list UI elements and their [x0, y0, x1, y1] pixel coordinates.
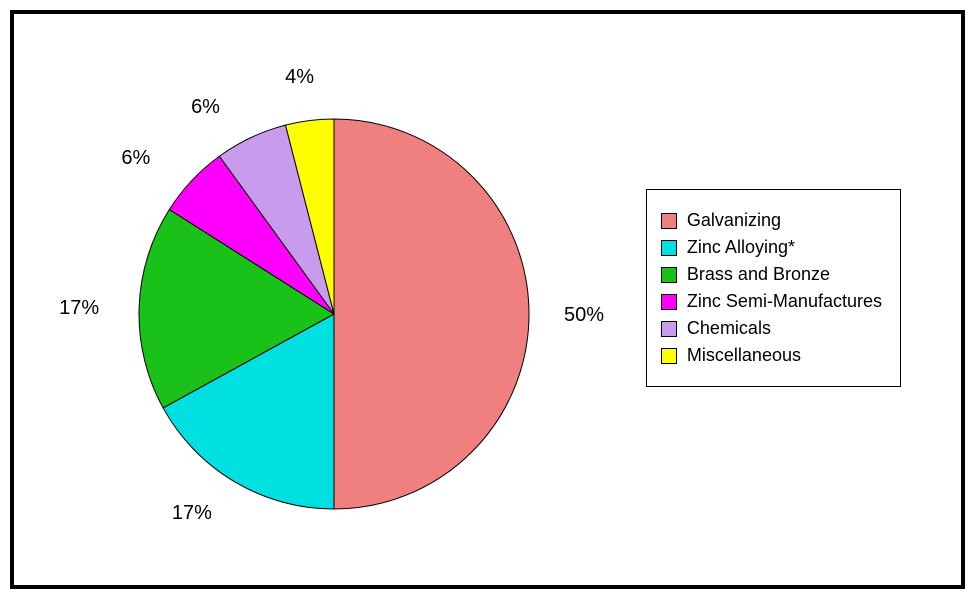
slice-label: 50% [564, 304, 604, 327]
legend-swatch [661, 213, 677, 229]
legend-swatch [661, 294, 677, 310]
legend-swatch [661, 240, 677, 256]
legend-item: Miscellaneous [661, 345, 882, 366]
chart-frame: 50% 17% 17% 6% 6% 4% Galvanizing Zinc Alloying… [10, 10, 965, 589]
legend-label: Zinc Semi-Manufactures [687, 291, 882, 312]
pie-slice [334, 119, 529, 509]
legend-item: Brass and Bronze [661, 264, 882, 285]
slice-label: 17% [59, 297, 99, 320]
slice-label: 6% [121, 147, 150, 170]
slice-label: 17% [172, 502, 212, 525]
legend-item: Chemicals [661, 318, 882, 339]
pie-chart: 50%17%17%6%6%4% [84, 64, 584, 564]
legend-label: Galvanizing [687, 210, 781, 231]
legend-swatch [661, 321, 677, 337]
legend-label: Zinc Alloying* [687, 237, 795, 258]
legend-item: Zinc Alloying* [661, 237, 882, 258]
pie-svg [84, 64, 584, 564]
slice-label: 4% [285, 66, 314, 89]
legend-item: Zinc Semi-Manufactures [661, 291, 882, 312]
legend-label: Chemicals [687, 318, 771, 339]
legend-item: Galvanizing [661, 210, 882, 231]
legend-label: Miscellaneous [687, 345, 801, 366]
legend-label: Brass and Bronze [687, 264, 830, 285]
slice-label: 6% [191, 96, 220, 119]
legend: Galvanizing Zinc Alloying* Brass and Bronz… [646, 189, 901, 387]
legend-swatch [661, 267, 677, 283]
legend-swatch [661, 348, 677, 364]
